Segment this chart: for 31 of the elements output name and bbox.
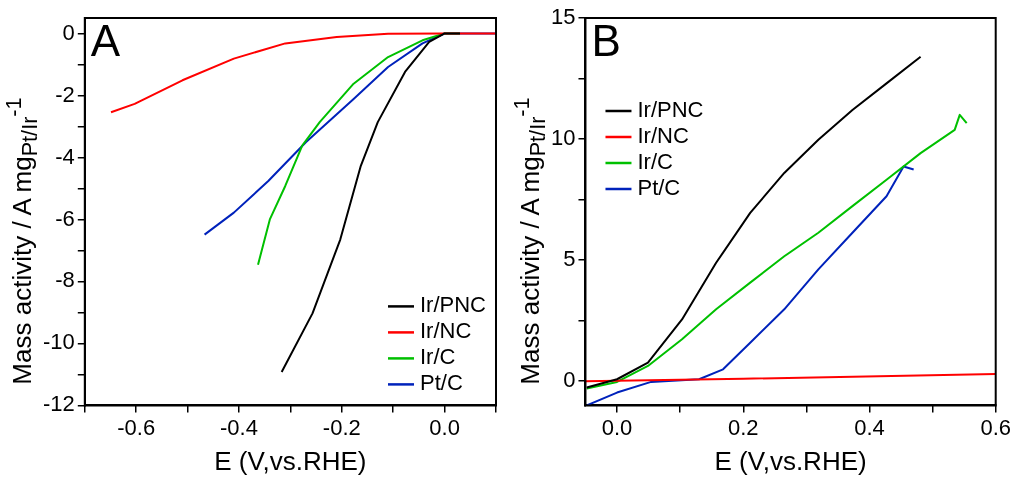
legend-label: Ir/PNC xyxy=(420,292,487,318)
legend-label: Ir/C xyxy=(637,149,674,175)
x-tick-label: -0.6 xyxy=(117,414,156,440)
legend-label: Pt/C xyxy=(637,175,681,201)
y-tick-label: -2 xyxy=(55,81,75,107)
x-tick-label: 0.0 xyxy=(601,414,633,440)
y-tick-label: -10 xyxy=(43,329,75,355)
y-tick-label: 0 xyxy=(62,19,75,45)
x-axis-title: E (V,vs.RHE) xyxy=(214,445,367,476)
x-tick-label: 0.2 xyxy=(727,414,759,440)
y-tick-label: -4 xyxy=(55,143,75,169)
x-tick-label: 0.4 xyxy=(854,414,885,440)
annotation: A xyxy=(90,16,121,66)
y-tick-label: 0 xyxy=(563,367,576,393)
x-tick-label: -0.4 xyxy=(220,414,258,440)
legend-label: Ir/NC xyxy=(637,123,689,149)
y-tick-label: -6 xyxy=(55,205,75,231)
y-tick-label: -12 xyxy=(43,391,75,417)
y-tick-label: -8 xyxy=(55,267,75,293)
x-tick-label: 0.6 xyxy=(980,414,1012,440)
x-tick-label: 0.0 xyxy=(429,414,460,440)
legend-label: Pt/C xyxy=(420,370,463,396)
legend-label: Ir/C xyxy=(420,344,456,370)
y-tick-label: 15 xyxy=(550,4,576,30)
y-tick-label: 5 xyxy=(563,246,576,272)
annotation: B xyxy=(591,16,621,66)
legend-label: Ir/NC xyxy=(420,318,472,344)
legend-label: Ir/PNC xyxy=(637,97,704,123)
y-tick-label: 10 xyxy=(550,125,576,151)
x-tick-label: -0.2 xyxy=(322,414,361,440)
x-axis-title: E (V,vs.RHE) xyxy=(714,445,867,476)
